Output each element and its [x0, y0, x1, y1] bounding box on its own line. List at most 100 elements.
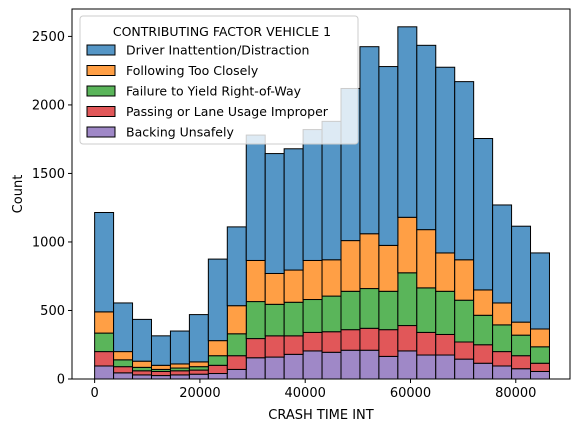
- bar-failure-to-yield-right-of-way-bin-7: [226, 333, 247, 357]
- bar-passing-or-lane-usage-improper-bin-21: [492, 351, 513, 367]
- bar-following-too-closely-bin-21: [492, 302, 513, 326]
- bar-passing-or-lane-usage-improper-bin-4: [169, 370, 190, 376]
- bar-failure-to-yield-right-of-way-bin-0: [94, 332, 115, 353]
- bar-driver-inattention-distraction-bin-20: [473, 138, 494, 291]
- legend-label-backing-unsafely: Backing Unsafely: [126, 125, 234, 140]
- bar-driver-inattention-distraction-bin-23: [530, 252, 550, 330]
- bar-backing-unsafely-bin-20: [473, 362, 494, 380]
- legend-box: [79, 15, 359, 145]
- bar-passing-or-lane-usage-improper-bin-20: [473, 344, 494, 364]
- bar-driver-inattention-distraction-bin-11: [302, 129, 323, 261]
- bar-passing-or-lane-usage-improper-bin-19: [454, 341, 475, 360]
- bar-following-too-closely-bin-17: [416, 229, 437, 289]
- bar-driver-inattention-distraction-bin-3: [150, 335, 171, 366]
- x-tick-label: 40000: [285, 386, 326, 401]
- bar-driver-inattention-distraction-bin-22: [511, 225, 532, 323]
- bar-following-too-closely-bin-20: [473, 289, 494, 316]
- bar-backing-unsafely-bin-22: [511, 368, 532, 380]
- bar-backing-unsafely-bin-21: [492, 365, 513, 380]
- legend-swatch-following-too-closely: [86, 65, 116, 76]
- bar-failure-to-yield-right-of-way-bin-5: [188, 366, 209, 371]
- x-tick-label: 60000: [390, 386, 431, 401]
- bar-failure-to-yield-right-of-way-bin-17: [416, 287, 437, 333]
- legend-swatch-driver-inattention-distraction: [86, 44, 116, 56]
- bar-backing-unsafely-bin-16: [397, 350, 418, 380]
- bar-passing-or-lane-usage-improper-bin-0: [94, 351, 115, 367]
- bar-backing-unsafely-bin-14: [359, 349, 380, 380]
- x-tick-label: 80000: [495, 386, 536, 401]
- bar-driver-inattention-distraction-bin-8: [245, 134, 266, 261]
- bar-following-too-closely-bin-3: [150, 364, 171, 370]
- bar-passing-or-lane-usage-improper-bin-17: [416, 331, 437, 356]
- y-tick-label: 1000: [32, 235, 65, 250]
- bar-following-too-closely-bin-10: [283, 269, 304, 303]
- bar-backing-unsafely-bin-1: [113, 372, 134, 380]
- bar-backing-unsafely-bin-2: [132, 374, 152, 380]
- bar-following-too-closely-bin-9: [264, 272, 285, 305]
- bar-following-too-closely-bin-23: [530, 328, 550, 348]
- legend-title: CONTRIBUTING FACTOR VEHICLE 1: [113, 24, 331, 39]
- bar-failure-to-yield-right-of-way-bin-8: [245, 301, 266, 340]
- bar-backing-unsafely-bin-3: [150, 375, 171, 380]
- y-tick-label: 2000: [32, 98, 65, 113]
- bar-driver-inattention-distraction-bin-19: [454, 81, 475, 261]
- bar-failure-to-yield-right-of-way-bin-11: [302, 299, 323, 333]
- bar-backing-unsafely-bin-11: [302, 350, 323, 380]
- bar-backing-unsafely-bin-5: [188, 373, 209, 380]
- legend-label-failure-to-yield-right-of-way: Failure to Yield Right-of-Way: [126, 84, 302, 99]
- bar-driver-inattention-distraction-bin-18: [435, 66, 456, 254]
- legend: CONTRIBUTING FACTOR VEHICLE 1 Driver Ina…: [79, 15, 359, 145]
- bar-failure-to-yield-right-of-way-bin-6: [207, 355, 228, 366]
- bar-passing-or-lane-usage-improper-bin-5: [188, 369, 209, 375]
- y-tick-label: 1500: [32, 167, 65, 182]
- bar-passing-or-lane-usage-improper-bin-14: [359, 327, 380, 351]
- bar-passing-or-lane-usage-improper-bin-23: [530, 362, 550, 372]
- bar-passing-or-lane-usage-improper-bin-3: [150, 370, 171, 377]
- bar-backing-unsafely-bin-12: [321, 351, 342, 380]
- plot-frame: [71, 8, 571, 380]
- x-tick-label: 0: [90, 386, 98, 401]
- y-tick-label: 2500: [32, 30, 65, 45]
- legend-label-driver-inattention-distraction: Driver Inattention/Distraction: [126, 43, 309, 58]
- bar-driver-inattention-distraction-bin-0: [94, 212, 115, 313]
- bar-failure-to-yield-right-of-way-bin-22: [511, 334, 532, 357]
- bar-following-too-closely-bin-22: [511, 321, 532, 336]
- bar-following-too-closely-bin-0: [94, 311, 115, 334]
- bar-following-too-closely-bin-2: [132, 360, 152, 368]
- bar-driver-inattention-distraction-bin-7: [226, 226, 247, 307]
- legend-label-passing-or-lane-usage-improper: Passing or Lane Usage Improper: [126, 104, 329, 119]
- bar-driver-inattention-distraction-bin-17: [416, 44, 437, 231]
- legend-swatch-passing-or-lane-usage-improper: [86, 106, 116, 117]
- bar-backing-unsafely-bin-6: [207, 373, 228, 380]
- bar-driver-inattention-distraction-bin-9: [264, 153, 285, 274]
- x-axis: 0 20000 40000 60000 80000: [90, 379, 536, 401]
- bar-following-too-closely-bin-4: [169, 363, 190, 369]
- bar-driver-inattention-distraction-bin-16: [397, 26, 418, 218]
- bar-backing-unsafely-bin-15: [378, 355, 399, 380]
- bar-backing-unsafely-bin-4: [169, 374, 190, 380]
- bar-failure-to-yield-right-of-way-bin-13: [340, 290, 361, 331]
- bar-driver-inattention-distraction-bin-2: [132, 318, 152, 362]
- bar-passing-or-lane-usage-improper-bin-6: [207, 364, 228, 375]
- bar-failure-to-yield-right-of-way-bin-21: [492, 324, 513, 353]
- bar-failure-to-yield-right-of-way-bin-16: [397, 272, 418, 327]
- bar-failure-to-yield-right-of-way-bin-19: [454, 299, 475, 343]
- legend-swatch-failure-to-yield-right-of-way: [86, 85, 116, 97]
- bar-passing-or-lane-usage-improper-bin-1: [113, 366, 134, 374]
- bar-backing-unsafely-bin-8: [245, 357, 266, 380]
- bar-passing-or-lane-usage-improper-bin-7: [226, 355, 247, 370]
- bar-passing-or-lane-usage-improper-bin-8: [245, 338, 266, 359]
- bar-failure-to-yield-right-of-way-bin-18: [435, 290, 456, 335]
- bar-failure-to-yield-right-of-way-bin-20: [473, 314, 494, 346]
- bar-passing-or-lane-usage-improper-bin-11: [302, 331, 323, 352]
- bar-driver-inattention-distraction-bin-10: [283, 148, 304, 271]
- bar-passing-or-lane-usage-improper-bin-13: [340, 329, 361, 351]
- bar-passing-or-lane-usage-improper-bin-22: [511, 355, 532, 370]
- bar-passing-or-lane-usage-improper-bin-2: [132, 370, 152, 376]
- bar-backing-unsafely-bin-10: [283, 353, 304, 380]
- bar-following-too-closely-bin-14: [359, 233, 380, 290]
- bar-driver-inattention-distraction-bin-5: [188, 314, 209, 363]
- bar-failure-to-yield-right-of-way-bin-14: [359, 288, 380, 329]
- y-axis-title: Count: [11, 175, 26, 214]
